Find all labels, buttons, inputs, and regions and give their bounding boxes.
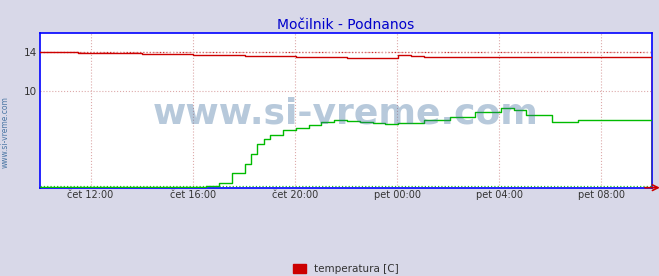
Legend: temperatura [C], pretok [m3/s]: temperatura [C], pretok [m3/s] <box>289 260 403 276</box>
Text: www.si-vreme.com: www.si-vreme.com <box>1 97 10 168</box>
Title: Močilnik - Podnanos: Močilnik - Podnanos <box>277 18 415 32</box>
Text: www.si-vreme.com: www.si-vreme.com <box>153 97 539 131</box>
